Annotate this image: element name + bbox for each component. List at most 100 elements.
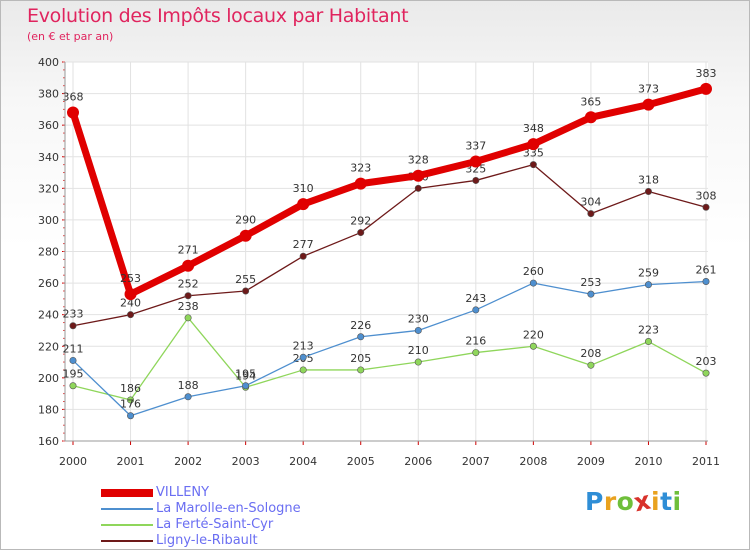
data-label-marolle: 188: [178, 379, 199, 392]
data-label-ferte: 186: [120, 382, 141, 395]
legend-swatch-ferte: [101, 524, 153, 526]
series-line-villeny: [69, 85, 710, 298]
data-point-villeny: [412, 169, 425, 182]
legend-item-ferte: La Ferté-Saint-Cyr: [101, 517, 361, 533]
data-label-ferte: 195: [63, 368, 84, 381]
data-label-ferte: 223: [638, 324, 659, 337]
data-point-marolle: [587, 290, 595, 298]
data-point-marolle: [357, 333, 365, 341]
data-point-ligny: [242, 287, 250, 295]
data-label-ferte: 210: [408, 344, 429, 357]
data-point-marolle: [69, 356, 77, 364]
series-line-ligny: [72, 163, 707, 327]
data-label-marolle: 253: [580, 276, 601, 289]
data-point-ligny: [529, 161, 537, 169]
data-label-marolle: 261: [696, 264, 717, 277]
data-point-villeny: [584, 111, 597, 124]
data-point-ligny: [184, 292, 192, 300]
data-point-ligny: [69, 322, 77, 330]
data-label-marolle: 243: [465, 292, 486, 305]
y-tick-label: 320: [38, 182, 59, 195]
data-label-ferte: 194: [235, 369, 256, 382]
logo-letter: o: [616, 487, 635, 516]
data-point-villeny: [527, 138, 540, 151]
data-label-marolle: 176: [120, 398, 141, 411]
data-label-marolle: 195: [235, 368, 256, 381]
y-tick-label: 180: [38, 403, 59, 416]
data-label-ferte: 238: [178, 300, 199, 313]
x-tick-label: 2009: [577, 455, 605, 468]
y-tick-label: 340: [38, 151, 59, 164]
data-label-ferte: 205: [350, 352, 371, 365]
data-label-ferte: 203: [696, 355, 717, 368]
y-tick-label: 400: [38, 56, 59, 69]
x-tick-label: 2002: [174, 455, 202, 468]
data-label-marolle: 259: [638, 267, 659, 280]
y-tick-label: 160: [38, 435, 59, 448]
x-tick-label: 2008: [519, 455, 547, 468]
logo-letter: i: [651, 487, 661, 516]
data-point-marolle: [242, 382, 250, 390]
data-point-ferte: [184, 314, 192, 322]
data-point-marolle: [299, 353, 307, 361]
data-label-villeny: 253: [120, 272, 141, 285]
data-label-villeny: 290: [235, 214, 256, 227]
data-point-villeny: [182, 259, 195, 272]
chart-title: Evolution des Impôts locaux par Habitant: [27, 5, 409, 27]
legend-label-ligny: Ligny-le-Ribault: [156, 533, 258, 548]
data-label-villeny: 373: [638, 83, 659, 96]
x-tick-label: 2006: [404, 455, 432, 468]
x-tick-label: 2004: [289, 455, 317, 468]
data-label-ligny: 318: [638, 173, 659, 186]
logo-letter: r: [603, 487, 617, 516]
data-label-marolle: 213: [293, 339, 314, 352]
y-tick-label: 220: [38, 340, 59, 353]
x-tick-label: 2010: [634, 455, 662, 468]
legend-label-marolle: La Marolle-en-Sologne: [156, 501, 301, 516]
x-tick-label: 2005: [347, 455, 375, 468]
data-point-ferte: [414, 358, 422, 366]
data-point-marolle: [414, 326, 422, 334]
data-point-marolle: [184, 393, 192, 401]
legend-label-ferte: La Ferté-Saint-Cyr: [156, 517, 274, 532]
data-point-marolle: [644, 281, 652, 289]
data-point-villeny: [469, 155, 482, 168]
data-point-ferte: [587, 361, 595, 369]
x-tick-label: 2007: [462, 455, 490, 468]
logo-letter: t: [660, 487, 673, 516]
legend-swatch-ligny: [101, 540, 153, 542]
y-tick-label: 260: [38, 277, 59, 290]
legend-item-ligny: Ligny-le-Ribault: [101, 533, 361, 549]
data-point-ligny: [127, 311, 135, 319]
data-point-marolle: [127, 412, 135, 420]
data-label-marolle: 226: [350, 319, 371, 332]
data-point-ligny: [357, 229, 365, 237]
data-label-ferte: 220: [523, 328, 544, 341]
data-label-villeny: 310: [293, 182, 314, 195]
x-tick-label: 2003: [232, 455, 260, 468]
data-point-ferte: [702, 369, 710, 377]
data-point-villeny: [297, 198, 310, 211]
data-point-villeny: [700, 82, 712, 95]
legend-label-villeny: VILLENY: [156, 485, 210, 500]
data-label-villeny: 271: [178, 244, 199, 257]
y-tick-label: 360: [38, 119, 59, 132]
data-point-ferte: [644, 338, 652, 346]
data-point-ferte: [127, 396, 135, 404]
data-point-marolle: [472, 306, 480, 314]
data-point-ligny: [587, 210, 595, 218]
x-tick-label: 2001: [117, 455, 145, 468]
data-label-marolle: 211: [63, 342, 84, 355]
y-tick-label: 380: [38, 88, 59, 101]
data-label-villeny: 368: [63, 91, 84, 104]
data-label-ligny: 255: [235, 273, 256, 286]
data-label-ligny: 335: [523, 147, 544, 160]
data-label-ligny: 252: [178, 278, 199, 291]
data-point-villeny: [354, 177, 367, 190]
logo-letter: P: [585, 487, 604, 516]
legend: VILLENY La Marolle-en-Sologne La Ferté-S…: [101, 485, 361, 549]
x-tick-label: 2011: [692, 455, 720, 468]
data-label-ligny: 304: [580, 196, 601, 209]
